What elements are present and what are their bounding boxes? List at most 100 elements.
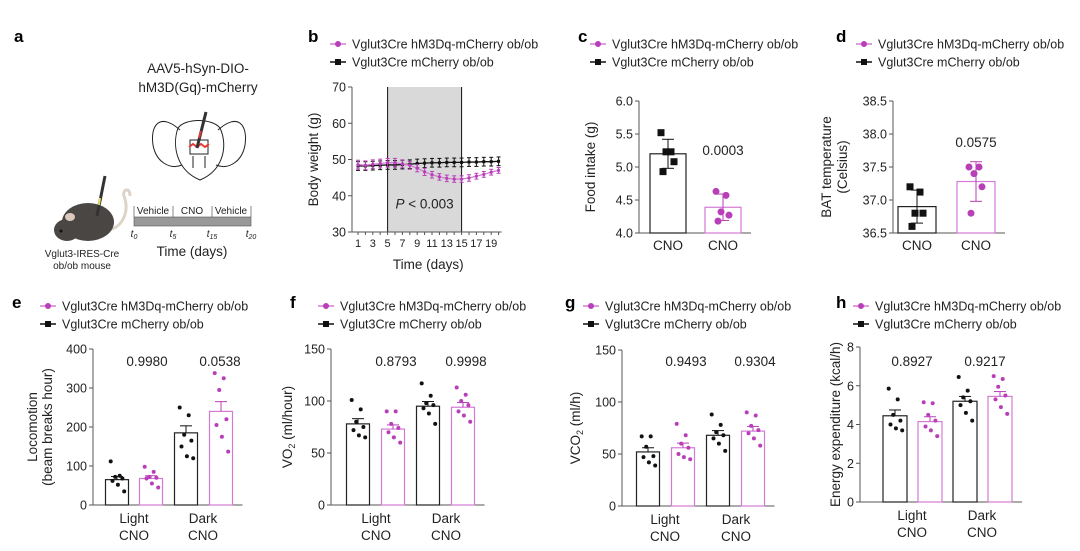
bar — [173, 432, 199, 506]
data-point — [930, 401, 935, 406]
legend-label-control: Vglut3Cre mCherry ob/ob — [340, 318, 482, 332]
data-point — [975, 163, 983, 171]
data-point — [659, 168, 667, 176]
data-point — [354, 419, 359, 424]
data-point — [998, 405, 1003, 410]
x-category-label: CNO — [431, 528, 461, 543]
data-point — [651, 454, 656, 459]
legend-label-treated: Vglut3Cre hM3Dq-mCherry ob/ob — [612, 38, 798, 52]
data-point — [149, 481, 154, 486]
timepoint-subscript: 20 — [247, 234, 256, 241]
bar-control — [104, 459, 130, 506]
y-axis-label: Locomotion — [25, 392, 40, 462]
y-tick-label: 300 — [66, 382, 87, 396]
data-point — [900, 428, 905, 433]
p-value-label: 0.9998 — [445, 354, 486, 369]
panel-b: b Vglut3Cre hM3Dq-mCherry ob/obVglut3Cre … — [306, 27, 538, 272]
bar-control — [345, 397, 371, 506]
y-axis-label: Body weight (g) — [306, 113, 321, 207]
y-tick-label: 38.5 — [863, 95, 887, 109]
p-value-annotation: P < 0.003 — [396, 196, 454, 211]
data-point — [400, 162, 404, 166]
data-point — [717, 208, 725, 216]
y-axis-label-part: (ml/hour) — [280, 386, 295, 444]
legend-marker-square-icon — [861, 59, 867, 65]
legend-label-control: Vglut3Cre mCherry ob/ob — [878, 56, 1020, 70]
p-value-label: 0.9493 — [665, 354, 706, 369]
data-point — [356, 433, 361, 438]
data-point — [437, 161, 441, 165]
data-point — [926, 412, 931, 417]
legend-marker-circle-icon — [588, 303, 594, 309]
bar — [635, 451, 661, 507]
legend-marker-square-icon — [45, 321, 51, 327]
y-axis-label: VO2 (ml/hour) — [280, 386, 297, 468]
data-point — [466, 403, 471, 408]
mouse-head — [54, 219, 80, 241]
panel-d: d Vglut3Cre hM3Dq-mCherry ob/obVglut3Cre … — [819, 27, 1064, 253]
data-point — [467, 176, 471, 180]
data-point — [421, 406, 426, 411]
x-category-label: Dark — [722, 512, 751, 527]
x-tick-label: 9 — [414, 238, 420, 250]
bar — [415, 405, 441, 506]
data-point — [117, 473, 122, 478]
data-point — [459, 399, 464, 403]
syringe-virus-fill — [98, 197, 101, 206]
bar-treated — [450, 385, 476, 506]
data-point — [721, 433, 726, 438]
legend-marker-square-icon — [323, 321, 329, 327]
x-tick-label: 17 — [470, 238, 482, 250]
data-point — [408, 163, 412, 167]
y-tick-label: 0 — [318, 499, 325, 513]
data-point — [756, 428, 761, 433]
y-tick-label: 0 — [80, 499, 87, 513]
y-tick-label: 150 — [595, 344, 616, 358]
mouse-ear — [65, 213, 75, 221]
legend-label-treated: Vglut3Cre hM3Dq-mCherry ob/ob — [340, 300, 526, 314]
y-axis-label: VCO2 (ml/h) — [568, 392, 585, 465]
legend-label-control: Vglut3Cre mCherry ob/ob — [605, 318, 747, 332]
data-point — [709, 412, 714, 417]
y-tick-label: 37.0 — [863, 194, 887, 208]
series-treated — [356, 157, 501, 183]
x-category-label: Light — [361, 511, 391, 526]
data-point — [886, 386, 891, 391]
data-point — [497, 168, 501, 172]
brain-left-hemisphere — [151, 121, 183, 167]
data-point — [906, 183, 914, 191]
data-point — [683, 433, 688, 438]
data-point — [426, 411, 431, 416]
legend-label-treated: Vglut3Cre hM3Dq-mCherry ob/ob — [878, 38, 1064, 52]
p-value-label: 0.9217 — [964, 354, 1005, 369]
bar-control — [415, 381, 441, 506]
virus-label-line1: AAV5-hSyn-DIO- — [147, 61, 249, 76]
data-point — [361, 425, 366, 429]
panel-c: c Vglut3Cre hM3Dq-mCherry ob/obVglut3Cre … — [578, 27, 798, 253]
y-tick-label: 100 — [304, 395, 325, 409]
data-point — [753, 413, 758, 418]
data-point — [445, 160, 449, 164]
timeline-phase-label: Vehicle — [137, 206, 170, 217]
x-category-label: Dark — [432, 511, 461, 526]
data-point — [644, 444, 649, 449]
legend-label-treated: Vglut3Cre hM3Dq-mCherry ob/ob — [62, 300, 248, 314]
data-point — [712, 187, 720, 195]
data-point — [670, 158, 678, 166]
y-axis-label-part: BAT temperature — [819, 116, 834, 218]
data-point — [646, 460, 651, 465]
data-point — [933, 418, 938, 423]
data-point — [151, 469, 156, 474]
mouse-label-line2: ob/ob mouse — [53, 261, 111, 272]
timepoint-subscript: 0 — [133, 234, 137, 241]
legend: Vglut3Cre hM3Dq-mCherry ob/ob Vglut3Cre m… — [318, 300, 526, 332]
data-point — [758, 443, 763, 448]
data-point — [226, 449, 231, 454]
x-tick-label: 11 — [426, 238, 437, 250]
brain-section-illustration — [151, 111, 247, 181]
bar-control — [897, 183, 937, 234]
x-category-label: CNO — [897, 525, 927, 540]
y-axis-label-part: VO — [280, 449, 295, 469]
legend-marker-circle-icon — [323, 303, 329, 309]
legend-marker-square-icon — [335, 59, 341, 65]
